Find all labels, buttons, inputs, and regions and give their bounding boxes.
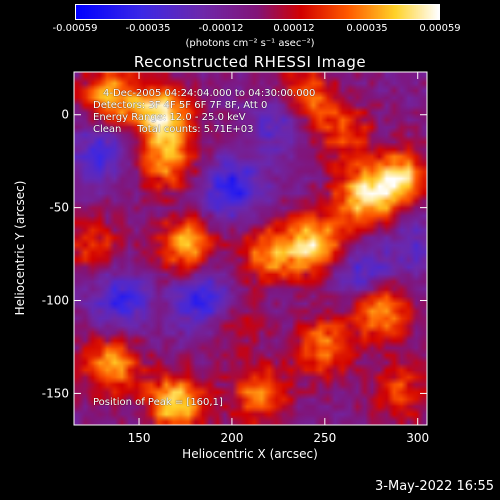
y-tick-label: -50 — [49, 201, 69, 215]
chart-title: Reconstructed RHESSI Image — [133, 53, 367, 71]
colorbar-tick: 0.00059 — [419, 23, 461, 34]
y-tick-label: -150 — [42, 386, 69, 400]
plot-frame — [73, 71, 428, 426]
x-ticks: 150 200 250 300 — [128, 72, 429, 445]
info-time: 4-Dec-2005 04:24:04.000 to 04:30:00.000 — [103, 88, 316, 99]
info-detectors: Detectors: 3F 4F 5F 6F 7F 8F, Att 0 — [93, 100, 268, 111]
footer-date: 3-May-2022 16:55 — [375, 479, 494, 494]
info-energy: Energy Range: 12.0 - 25.0 keV — [93, 112, 246, 123]
info-clean: Clean Total counts: 5.71E+03 — [93, 124, 254, 135]
x-tick-label: 200 — [220, 431, 243, 445]
colorbar-units: (photons cm⁻² s⁻¹ asec⁻²) — [185, 38, 315, 49]
colorbar-tick: 0.00035 — [346, 23, 388, 34]
y-tick-label: 0 — [61, 108, 69, 122]
colorbar-tick: 0.00012 — [273, 23, 315, 34]
x-tick-label: 150 — [128, 431, 151, 445]
colorbar-tick: -0.00012 — [198, 23, 244, 34]
x-tick-label: 250 — [313, 431, 336, 445]
x-axis-label: Heliocentric X (arcsec) — [182, 447, 318, 461]
heatmap-image — [74, 72, 427, 425]
colorbar — [75, 4, 440, 20]
y-ticks: 0 -50 -100 -150 — [42, 108, 427, 400]
colorbar-tick: -0.00059 — [52, 23, 98, 34]
x-tick-label: 300 — [406, 431, 429, 445]
colorbar-tick: -0.00035 — [125, 23, 171, 34]
info-peak: Position of Peak = [160,1] — [93, 397, 223, 408]
y-tick-label: -100 — [42, 294, 69, 308]
y-axis-label: Heliocentric Y (arcsec) — [13, 181, 27, 316]
